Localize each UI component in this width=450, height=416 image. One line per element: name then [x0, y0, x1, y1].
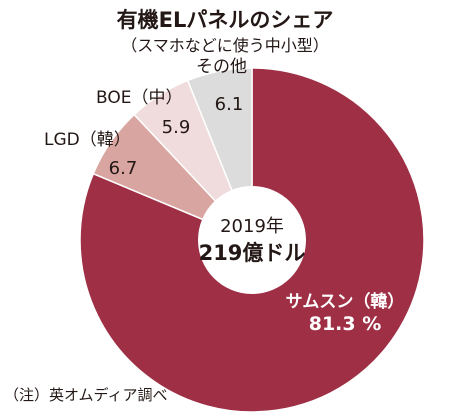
- chart-title: 有機ELパネルのシェア: [116, 8, 334, 32]
- label-boe-name: BOE（中）: [96, 88, 183, 108]
- chart-subtitle: （スマホなどに使う中小型）: [121, 36, 329, 55]
- label-lgd-name: LGD（韓）: [44, 130, 131, 150]
- label-lgd-value: 6.7: [109, 158, 138, 179]
- center-hole: [198, 186, 306, 294]
- label-others-value: 6.1: [215, 94, 244, 115]
- label-samsung-name: サムスン（韓）: [286, 291, 405, 312]
- label-boe-value: 5.9: [162, 117, 191, 138]
- label-samsung-value: 81.3 %: [309, 313, 382, 335]
- source-note: （注）英オムディア調べ: [4, 386, 168, 404]
- label-others-name: その他: [196, 57, 247, 77]
- center-total-label: 219億ドル: [199, 241, 306, 265]
- center-year-label: 2019年: [220, 216, 284, 237]
